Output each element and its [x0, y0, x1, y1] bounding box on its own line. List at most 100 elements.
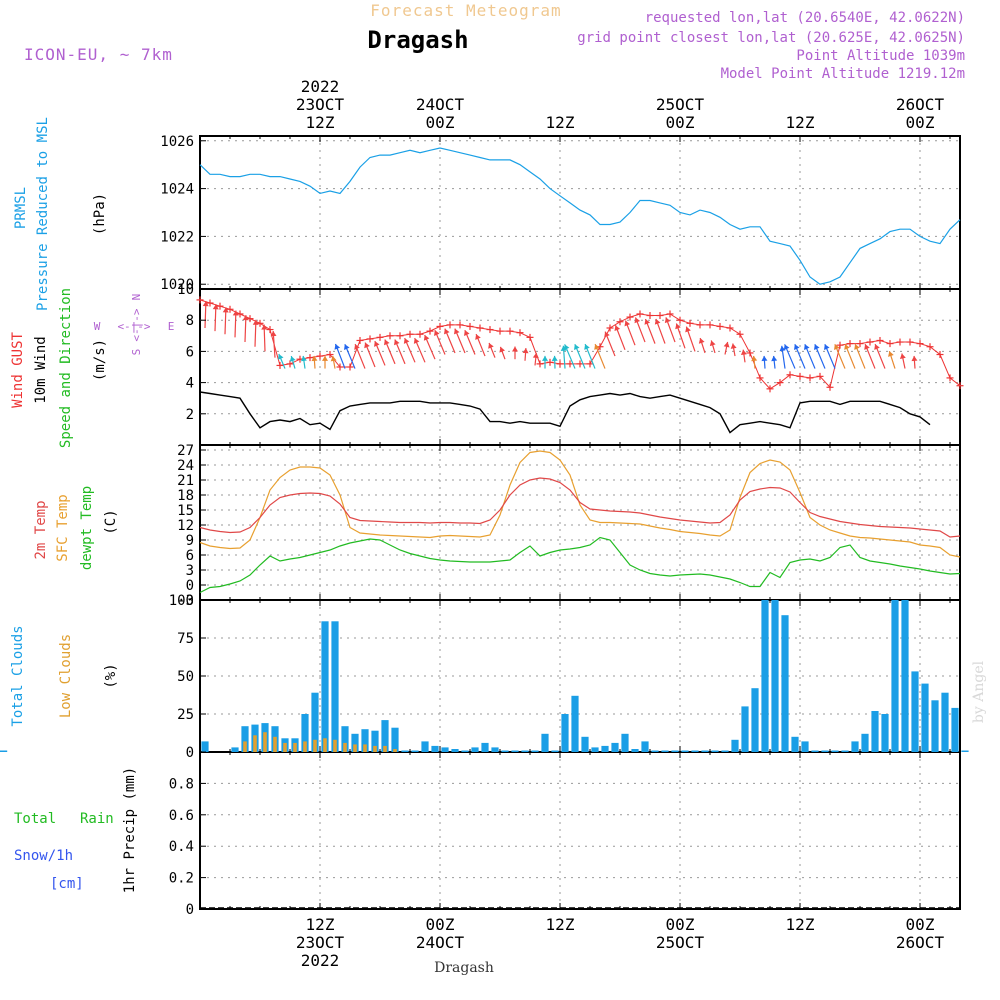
time-label-top: 12Z	[546, 113, 575, 132]
total-cloud-bar	[861, 733, 869, 752]
total-cloud-bar	[791, 736, 799, 752]
total-cloud-bar	[481, 742, 489, 752]
wind-direction-arrowhead	[532, 352, 539, 359]
low-cloud-bar	[323, 738, 327, 752]
gust-line	[199, 299, 961, 390]
y-tick-label: 21	[177, 473, 194, 489]
wind-direction-arrowhead	[844, 344, 850, 350]
y-tick-label: 9	[186, 533, 194, 549]
time-label-bottom: 00Z	[666, 915, 695, 934]
low-cloud-bar	[303, 741, 307, 752]
time-label-top: 00Z	[906, 113, 935, 132]
clouds-unit: (%)	[103, 663, 119, 688]
wind-direction-arrowhead	[261, 324, 268, 330]
total-cloud-bar	[711, 750, 719, 752]
low-cloud-bar	[313, 739, 317, 752]
wind-direction-arrowhead	[709, 340, 716, 347]
total-cloud-bar	[571, 695, 579, 752]
total-cloud-bar	[931, 700, 939, 752]
total-cloud-bar	[611, 742, 619, 752]
total-cloud-bar	[661, 750, 669, 752]
y-tick-label: 100	[169, 593, 194, 609]
wind-direction-arrowhead	[232, 310, 239, 316]
wind-direction-arrowhead	[551, 355, 558, 361]
total-precip-label: Total	[14, 811, 56, 827]
time-label-bottom: 24OCT	[416, 933, 465, 952]
total-cloud-bar	[771, 600, 779, 752]
total-cloud-bar	[451, 749, 459, 752]
wind-direction-arrowhead	[222, 307, 229, 313]
total-cloud-bar	[941, 692, 949, 752]
y-tick-label: 10	[177, 282, 194, 298]
wind-direction-arrowhead	[899, 353, 906, 359]
wind-direction-arrowhead	[394, 339, 400, 346]
total-cloud-bar	[231, 747, 239, 752]
low-cloud-bar	[373, 745, 377, 752]
total-cloud-bar	[301, 714, 309, 752]
total-cloud-bar	[851, 741, 859, 752]
wind-direction-arrowhead	[783, 344, 790, 351]
total-cloud-bar	[361, 729, 369, 752]
temp-2m-line	[199, 477, 961, 538]
watermark: by Angel	[971, 660, 987, 723]
y-tick-label: 0	[186, 578, 194, 594]
temp-dewpt-label: dewpt Temp	[79, 486, 95, 570]
total-cloud-bar	[391, 727, 399, 752]
total-cloud-bar	[901, 600, 909, 752]
total-cloud-bar	[431, 745, 439, 752]
wind-direction-arrowhead	[311, 355, 318, 362]
prmsl-label: PRMSL	[13, 187, 29, 229]
total-cloud-bar	[551, 750, 559, 752]
wind-unit: (m/s)	[92, 339, 108, 381]
y-tick-label: 0.4	[169, 839, 194, 855]
total-cloud-bar	[911, 671, 919, 752]
wind-direction-arrowhead	[289, 356, 296, 362]
total-cloud-bar	[961, 750, 969, 752]
y-tick-label: 24	[177, 458, 194, 474]
wind-direction-arrowhead	[574, 344, 580, 350]
y-tick-label: 12	[177, 518, 194, 534]
y-tick-label: 3	[186, 563, 194, 579]
total-cloud-bar	[331, 621, 339, 752]
total-cloud-bar	[511, 750, 519, 752]
time-label-top: 00Z	[666, 113, 695, 132]
low-cloud-bar	[283, 742, 287, 752]
wind-direction-arrowhead	[644, 319, 651, 325]
total-cloud-bar	[491, 747, 499, 752]
wind-direction-arrowhead	[334, 343, 341, 350]
wind-direction-arrowhead	[403, 338, 410, 344]
total-cloud-bar	[381, 720, 389, 752]
wind-direction-arrowhead	[488, 342, 494, 349]
footer-location: Dragash	[434, 960, 494, 976]
wind-direction-arrowhead	[344, 344, 350, 350]
total-cloud-bar	[691, 750, 699, 752]
wind-direction-arrowhead	[444, 328, 450, 335]
wind-direction-arrowhead	[560, 345, 567, 351]
wind-direction-arrowhead	[740, 349, 747, 356]
wind-direction-arrowhead	[242, 315, 249, 321]
time-label-bottom: 26OCT	[896, 933, 945, 952]
total-cloud-bar	[701, 750, 709, 752]
total-cloud-bar	[831, 750, 839, 752]
time-label-bottom: 23OCT	[296, 933, 345, 952]
point-altitude: Point Altitude 1039m	[796, 48, 965, 64]
y-tick-label: 18	[177, 488, 194, 504]
model-altitude: Model Point Altitude 1219.12m	[721, 66, 965, 82]
compass-west: W	[94, 320, 101, 333]
low-cloud-bar	[273, 736, 277, 752]
wind-direction-arrowhead	[202, 301, 209, 307]
wind-direction-arrowhead	[730, 343, 737, 349]
wind-direction-arrowhead	[804, 344, 810, 350]
wind-direction-arrowhead	[834, 344, 840, 350]
low-cloud-bar	[363, 744, 367, 752]
wind-direction-arrowhead	[888, 351, 894, 357]
wind-direction-arrowhead	[499, 346, 505, 353]
total-cloud-bar	[891, 600, 899, 752]
wind-direction-arrowhead	[794, 344, 800, 350]
y-tick-label: 1020	[160, 277, 194, 293]
total-cloud-bar	[921, 683, 929, 752]
temp-unit: (C)	[103, 509, 119, 534]
wind-direction-arrowhead	[723, 341, 730, 348]
total-cloud-bar	[351, 733, 359, 752]
compass-north: N	[130, 294, 143, 301]
